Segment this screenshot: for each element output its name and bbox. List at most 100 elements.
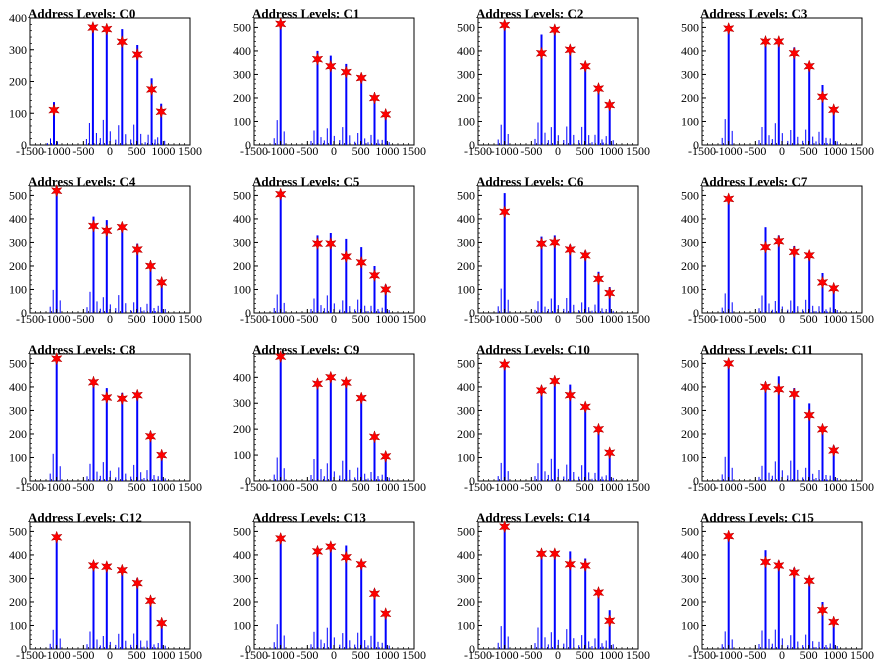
histogram-bar <box>367 478 369 481</box>
histogram-bar <box>826 647 828 649</box>
x-tick-label: 0 <box>331 480 337 494</box>
histogram-bar <box>329 233 332 313</box>
chart-title: Address Levels: C3 <box>700 6 808 21</box>
x-tick-label: -1000 <box>267 312 295 326</box>
histogram-bar <box>612 140 614 145</box>
histogram-bar <box>497 139 499 145</box>
histogram-bar <box>283 131 285 145</box>
histogram-bar <box>52 289 54 313</box>
x-tick-label: -500 <box>72 312 94 326</box>
histogram-bar <box>557 135 559 145</box>
histogram-bar <box>836 141 838 145</box>
histogram-bar <box>724 631 726 649</box>
histogram-bar <box>761 630 763 649</box>
histogram-bar <box>601 308 603 313</box>
chart-panel: Address Levels: C0 -1500 -1000 -500 0 500 1000… <box>0 0 224 168</box>
histogram-bar <box>584 250 587 313</box>
histogram-bar <box>812 473 814 481</box>
x-tick-label: 500 <box>352 144 370 158</box>
x-tick-label: 500 <box>128 648 146 662</box>
histogram-bar <box>95 133 97 145</box>
y-tick-label: 100 <box>233 448 251 462</box>
y-tick-label: 400 <box>457 44 475 58</box>
histogram-bar <box>130 139 132 145</box>
histogram-bar <box>758 476 760 481</box>
histogram-bar <box>140 472 142 481</box>
histogram-bar <box>605 475 607 481</box>
histogram-bar <box>164 140 166 145</box>
histogram-bar <box>805 467 807 481</box>
peak-marker <box>548 235 561 250</box>
chart-svg: -1500-1000 -500 0 500 1000 1500 0 100 200 300 400 5… <box>9 351 202 494</box>
peak-marker <box>100 390 113 405</box>
histogram-bar <box>569 46 572 146</box>
x-tick-label: -500 <box>72 480 94 494</box>
histogram-bar <box>59 638 61 649</box>
histogram-bar <box>547 309 549 313</box>
y-tick-label: 300 <box>681 67 699 81</box>
y-tick-label: 100 <box>233 618 251 632</box>
histogram-bar <box>547 644 549 649</box>
histogram-bar <box>594 304 596 313</box>
histogram-bar <box>323 643 325 649</box>
histogram-bar <box>121 29 124 146</box>
histogram-bar <box>326 128 328 145</box>
histogram-bar <box>388 310 390 313</box>
histogram-bar <box>584 62 587 146</box>
histogram-bar <box>790 460 792 481</box>
histogram-bar <box>777 560 780 649</box>
histogram-bar <box>59 466 61 481</box>
histogram-bar <box>797 469 799 481</box>
histogram-bar <box>781 133 783 145</box>
histogram-bar <box>130 310 132 313</box>
histogram-bar <box>812 136 814 145</box>
peak-marker <box>535 46 548 61</box>
histogram-bar <box>818 470 820 481</box>
x-tick-label: 1500 <box>402 144 426 158</box>
chart-panel: Address Levels: C4 -1500 -1000 -500 0 500 1000… <box>0 168 224 336</box>
peak-marker <box>603 98 616 112</box>
peak-marker <box>311 544 324 559</box>
x-tick-label: 500 <box>800 480 818 494</box>
chart-panel: Address Levels: C5 -1500 -1000 -500 0 500 1000… <box>224 168 448 336</box>
histogram-bar <box>333 303 335 313</box>
histogram-bar <box>377 309 379 313</box>
x-tick-label: 500 <box>128 480 146 494</box>
x-tick-label: -1500 <box>16 312 44 326</box>
histogram-bar <box>381 642 383 649</box>
histogram-bar <box>787 475 789 481</box>
chart-svg: -1500-1000 -500 0 500 1000 1500 0 100 200 300 400 5… <box>9 521 202 662</box>
histogram-bar <box>326 295 328 313</box>
peak-marker <box>803 59 816 73</box>
histogram-bar <box>597 592 600 649</box>
histogram-bar <box>500 462 502 481</box>
peak-marker <box>759 380 772 394</box>
peak-marker <box>788 565 801 580</box>
histogram-bar <box>354 309 356 313</box>
histogram-bar <box>349 135 351 145</box>
chart-panel: Address Levels: C9 -1500 -1000 -500 0 500 1000… <box>224 336 448 504</box>
histogram-bar <box>283 635 285 649</box>
histogram-bar <box>826 311 828 313</box>
histogram-bar <box>566 464 568 481</box>
y-tick-label: 400 <box>233 370 251 384</box>
x-tick-label: 1500 <box>178 312 202 326</box>
x-tick-label: -1000 <box>715 312 743 326</box>
histogram-bar <box>584 558 587 649</box>
histogram-bar <box>136 243 139 313</box>
peak-marker <box>355 391 368 405</box>
histogram-bar <box>143 646 145 649</box>
y-tick-label: 500 <box>457 20 475 34</box>
x-tick-label: -500 <box>72 648 94 662</box>
y-tick-label: 500 <box>681 188 699 202</box>
histogram-bar <box>373 433 376 481</box>
x-tick-label: 500 <box>576 480 594 494</box>
x-tick-label: -1000 <box>267 648 295 662</box>
y-tick-label: 400 <box>681 44 699 58</box>
histogram-bar <box>507 134 509 145</box>
histogram-bar <box>597 271 600 313</box>
y-tick-label: 500 <box>681 20 699 34</box>
y-tick-label: 200 <box>9 259 27 273</box>
peak-marker <box>116 563 129 577</box>
chart-panel: Address Levels: C12 -1500 -1000 -500 0 500 100… <box>0 504 224 672</box>
